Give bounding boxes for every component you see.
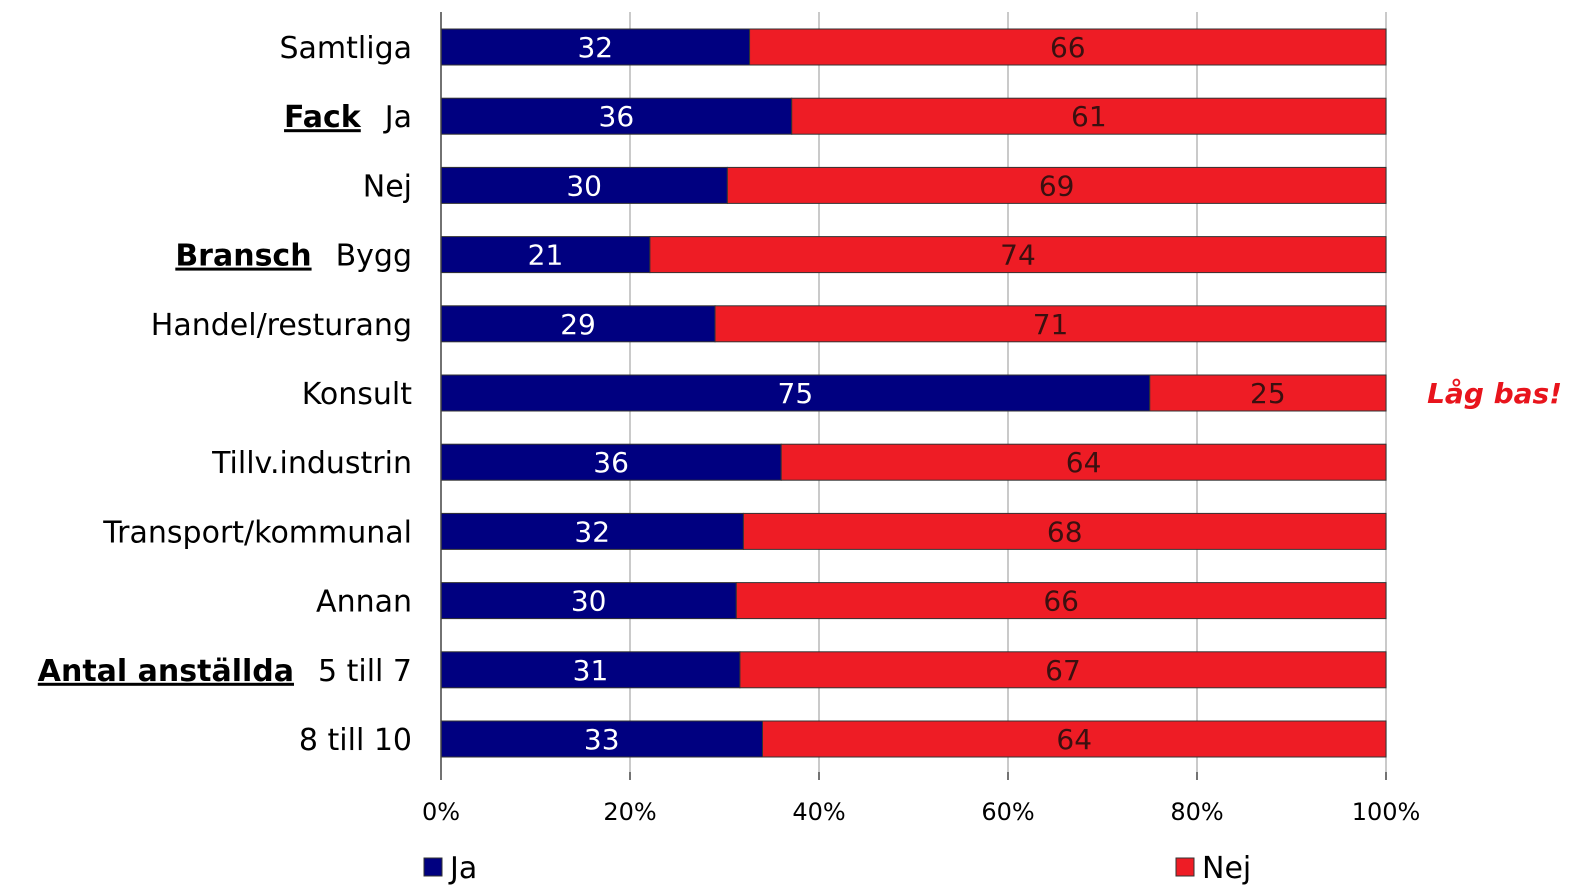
data-label-nej: 61	[1071, 100, 1107, 133]
legend-label-ja: Ja	[448, 851, 477, 886]
data-label-ja: 29	[560, 308, 596, 341]
category-label: 8 till 10	[299, 723, 412, 758]
legend-swatch-nej	[1175, 857, 1195, 877]
bar-nej	[742, 512, 1387, 550]
x-tick-label: 80%	[1170, 798, 1223, 826]
category-label: Annan	[316, 585, 412, 620]
data-label-nej: 68	[1047, 515, 1083, 548]
data-label-nej: 64	[1056, 723, 1092, 756]
legend-swatch-ja	[423, 857, 443, 877]
bar-ja	[440, 166, 728, 204]
data-label-ja: 30	[571, 585, 607, 618]
category-label: Samtliga	[279, 31, 412, 66]
bar-nej	[726, 166, 1387, 204]
data-label-nej: 71	[1033, 308, 1069, 341]
category-label: Konsult	[302, 377, 413, 412]
data-label-nej: 66	[1050, 31, 1086, 64]
data-label-nej: 64	[1066, 446, 1102, 479]
bar-nej	[791, 97, 1387, 135]
x-tick-label: 20%	[603, 798, 656, 826]
bar-nej	[735, 582, 1387, 620]
bar-ja	[440, 512, 744, 550]
data-label-ja: 30	[566, 169, 602, 202]
bar-ja	[440, 651, 741, 689]
bar-ja	[440, 305, 716, 343]
group-label: Bransch	[175, 239, 311, 274]
legend-label-nej: Nej	[1202, 851, 1251, 886]
bar-nej	[739, 651, 1387, 689]
category-label: Handel/resturang	[151, 308, 412, 343]
data-label-nej: 66	[1043, 585, 1079, 618]
x-tick-label: 0%	[422, 798, 460, 826]
data-label-ja: 32	[577, 31, 613, 64]
bar-nej	[1149, 374, 1387, 412]
data-label-nej: 67	[1045, 654, 1081, 687]
category-labels: Samtliga Ja Nej Bygg Handel/resturang Konsult…	[38, 31, 412, 758]
category-label: 5 till 7	[318, 654, 412, 689]
data-label-ja: 36	[593, 446, 629, 479]
legend: Ja Nej	[423, 851, 1251, 886]
bar-nej	[761, 720, 1387, 758]
bar-nej	[780, 443, 1387, 481]
data-label-nej: 25	[1250, 377, 1286, 410]
x-tick-label: 60%	[981, 798, 1034, 826]
data-label-ja: 36	[599, 100, 635, 133]
data-label-ja: 32	[574, 515, 610, 548]
bar-ja	[440, 97, 793, 135]
x-tick-label: 40%	[792, 798, 845, 826]
data-label-ja: 75	[778, 377, 814, 410]
data-label-ja: 21	[528, 239, 564, 272]
bar-ja	[440, 28, 751, 66]
bar-nej	[749, 28, 1387, 66]
bar-ja	[440, 582, 737, 620]
data-label-nej: 69	[1039, 169, 1075, 202]
group-label: Fack	[284, 100, 362, 135]
bar-nej	[649, 236, 1387, 274]
low-base-note: Låg bas!	[1427, 377, 1562, 410]
x-tick-label: 100%	[1352, 798, 1421, 826]
data-label-ja: 31	[573, 654, 609, 687]
bars: 32 66 36 61 30 69 21 74 29 71 75 25 36 64 32 68 30 66 31 67…	[440, 28, 1387, 758]
category-label: Transport/kommunal	[102, 515, 412, 550]
category-label: Ja	[383, 100, 412, 135]
bar-nej	[714, 305, 1387, 343]
group-label: Antal anställda	[38, 654, 294, 689]
x-axis: 0% 20% 40% 60% 80% 100%	[422, 12, 1420, 826]
annotations: Låg bas!	[1427, 377, 1562, 410]
category-label: Nej	[363, 169, 412, 204]
bar-ja	[440, 374, 1151, 412]
data-label-nej: 74	[1000, 239, 1036, 272]
category-label: Bygg	[336, 239, 412, 274]
category-label: Tillv.industrin	[211, 446, 412, 481]
bar-ja	[440, 236, 651, 274]
data-label-ja: 33	[584, 723, 620, 756]
